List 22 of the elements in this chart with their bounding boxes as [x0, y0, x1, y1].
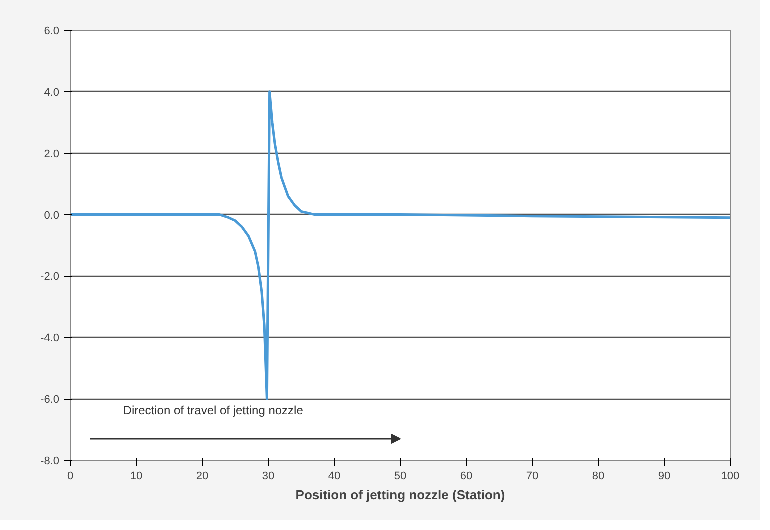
x-tick-label: 20	[196, 470, 209, 482]
x-tick-label: 40	[328, 470, 341, 482]
x-tick-label: 50	[394, 470, 407, 482]
x-tick-label: 80	[592, 470, 605, 482]
x-tick-label: 30	[262, 470, 275, 482]
x-axis-title: Position of jetting nozzle (Station)	[296, 488, 506, 502]
y-tick-label: 2.0	[44, 148, 60, 160]
x-tick-label: 70	[526, 470, 539, 482]
y-tick-label: 6.0	[44, 26, 60, 38]
x-tick-label: 60	[460, 470, 473, 482]
x-tick-label: 0	[67, 470, 74, 482]
y-tick-label: -6.0	[40, 394, 60, 406]
y-tick-label: 0.0	[44, 210, 60, 222]
annotation: Direction of travel of jetting nozzle	[123, 404, 304, 418]
y-tick-label: 4.0	[44, 86, 60, 99]
x-tick-label: 100	[721, 470, 740, 482]
y-tick-label: -2.0	[40, 271, 60, 284]
y-tick-label: -4.0	[40, 332, 60, 345]
x-tick-label: 90	[658, 470, 671, 482]
y-tick-label: -8.0	[40, 456, 60, 468]
line-series	[70, 90, 730, 400]
x-tick-label: 10	[130, 470, 143, 482]
